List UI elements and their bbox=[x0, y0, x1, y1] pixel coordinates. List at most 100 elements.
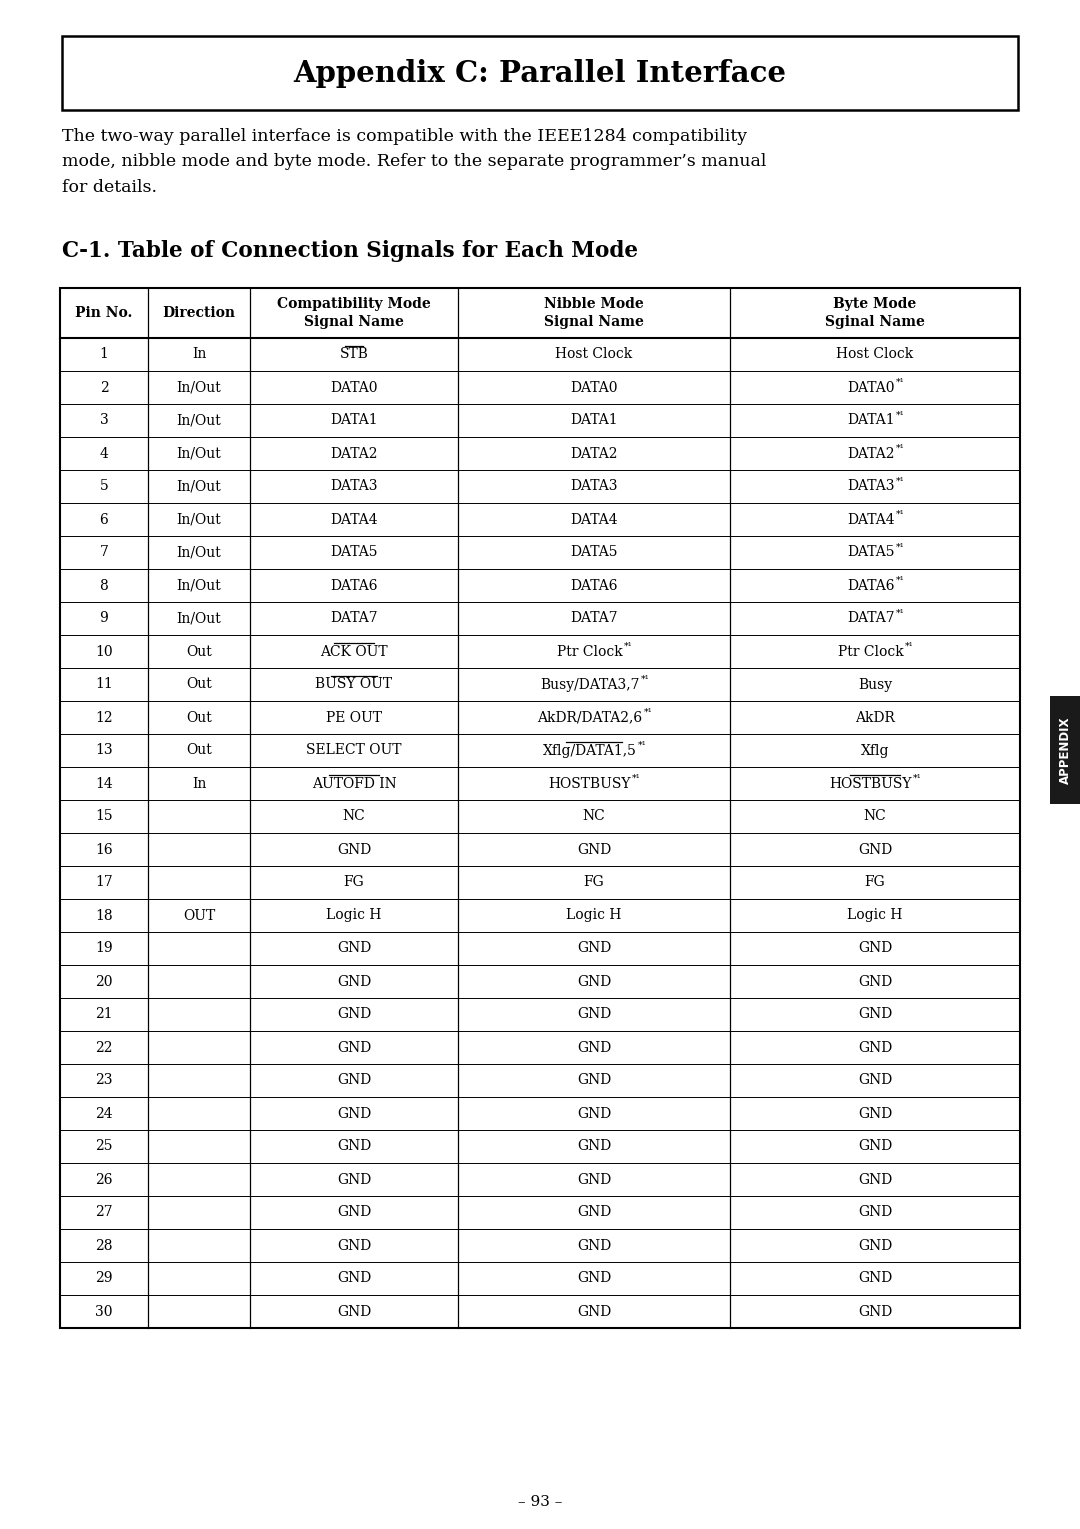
Text: APPENDIX: APPENDIX bbox=[1058, 716, 1071, 784]
Text: GND: GND bbox=[337, 1073, 372, 1087]
Text: In/Out: In/Out bbox=[177, 578, 221, 593]
Text: AkDR/DATA2,6: AkDR/DATA2,6 bbox=[538, 711, 643, 725]
Text: DATA7: DATA7 bbox=[851, 612, 899, 625]
Text: 21: 21 bbox=[95, 1008, 112, 1021]
Text: In/Out: In/Out bbox=[177, 381, 221, 394]
Text: Appendix C: Parallel Interface: Appendix C: Parallel Interface bbox=[294, 58, 786, 87]
Bar bbox=[1050, 696, 1080, 804]
Text: 15: 15 bbox=[95, 809, 112, 824]
Text: GND: GND bbox=[858, 1041, 892, 1055]
Text: 3: 3 bbox=[99, 413, 108, 428]
Text: 27: 27 bbox=[95, 1205, 112, 1220]
Text: NC: NC bbox=[864, 809, 887, 824]
Text: Busy/DATA3,7: Busy/DATA3,7 bbox=[540, 677, 639, 691]
Text: DATA5: DATA5 bbox=[847, 546, 894, 560]
Text: GND: GND bbox=[577, 1073, 611, 1087]
Text: DATA4: DATA4 bbox=[847, 512, 895, 526]
Text: GND: GND bbox=[577, 1173, 611, 1187]
Text: GND: GND bbox=[858, 1107, 892, 1121]
Text: DATA2: DATA2 bbox=[570, 446, 618, 460]
Text: GND: GND bbox=[858, 1073, 892, 1087]
Text: DATA3: DATA3 bbox=[570, 480, 618, 494]
Text: Logic H: Logic H bbox=[566, 908, 622, 922]
Text: In/Out: In/Out bbox=[177, 546, 221, 560]
Text: DATA7: DATA7 bbox=[570, 612, 618, 625]
Text: Busy: Busy bbox=[858, 677, 892, 691]
Text: GND: GND bbox=[337, 1008, 372, 1021]
Text: GND: GND bbox=[858, 1173, 892, 1187]
Text: DATA4: DATA4 bbox=[330, 512, 378, 526]
Text: *¹: *¹ bbox=[895, 443, 905, 453]
Text: FG: FG bbox=[583, 876, 605, 890]
Text: 26: 26 bbox=[95, 1173, 112, 1187]
Text: GND: GND bbox=[577, 1139, 611, 1153]
Text: Out: Out bbox=[186, 711, 212, 725]
Text: 7: 7 bbox=[99, 546, 108, 560]
Text: GND: GND bbox=[858, 1139, 892, 1153]
Text: DATA2: DATA2 bbox=[330, 446, 378, 460]
Text: FG: FG bbox=[865, 876, 886, 890]
Text: In/Out: In/Out bbox=[177, 413, 221, 428]
Text: NC: NC bbox=[342, 809, 365, 824]
Text: DATA5: DATA5 bbox=[330, 546, 378, 560]
Text: HOSTBUSY: HOSTBUSY bbox=[549, 777, 631, 790]
Text: 2: 2 bbox=[99, 381, 108, 394]
Text: Host Clock: Host Clock bbox=[555, 347, 633, 361]
Text: GND: GND bbox=[337, 1238, 372, 1252]
Text: GND: GND bbox=[337, 1272, 372, 1286]
Text: *¹: *¹ bbox=[895, 576, 905, 586]
Text: DATA0: DATA0 bbox=[330, 381, 378, 394]
Text: Xflg/DATA1,5: Xflg/DATA1,5 bbox=[548, 743, 640, 757]
Text: DATA7: DATA7 bbox=[330, 612, 378, 625]
Text: Host Clock: Host Clock bbox=[836, 347, 914, 361]
Text: DATA1: DATA1 bbox=[330, 413, 378, 428]
Text: DATA0: DATA0 bbox=[570, 381, 618, 394]
Text: HOSTBUSY: HOSTBUSY bbox=[834, 777, 916, 790]
Text: GND: GND bbox=[858, 1238, 892, 1252]
Text: GND: GND bbox=[337, 1041, 372, 1055]
Text: GND: GND bbox=[337, 974, 372, 989]
Text: AkDR/DATA2,6: AkDR/DATA2,6 bbox=[541, 711, 647, 725]
Text: GND: GND bbox=[577, 1238, 611, 1252]
Text: GND: GND bbox=[577, 1304, 611, 1318]
Text: GND: GND bbox=[337, 942, 372, 956]
Bar bbox=[62, 37, 1018, 110]
Text: 16: 16 bbox=[95, 842, 112, 856]
Text: In: In bbox=[192, 777, 206, 790]
Text: *¹: *¹ bbox=[624, 642, 633, 651]
Text: SELECT OUT: SELECT OUT bbox=[307, 743, 402, 757]
Text: DATA6: DATA6 bbox=[570, 578, 618, 593]
Text: DATA0: DATA0 bbox=[851, 381, 899, 394]
Text: GND: GND bbox=[577, 1041, 611, 1055]
Text: GND: GND bbox=[337, 1304, 372, 1318]
Text: DATA0: DATA0 bbox=[847, 381, 894, 394]
Text: 20: 20 bbox=[95, 974, 112, 989]
Text: Ptr Clock: Ptr Clock bbox=[842, 645, 908, 659]
Text: In/Out: In/Out bbox=[177, 612, 221, 625]
Text: Ptr Clock: Ptr Clock bbox=[562, 645, 626, 659]
Text: DATA3: DATA3 bbox=[330, 480, 378, 494]
Text: DATA5: DATA5 bbox=[851, 546, 899, 560]
Text: DATA6: DATA6 bbox=[847, 578, 894, 593]
Text: *¹: *¹ bbox=[632, 774, 642, 783]
Text: 19: 19 bbox=[95, 942, 112, 956]
Text: *¹: *¹ bbox=[895, 477, 905, 486]
Text: C-1. Table of Connection Signals for Each Mode: C-1. Table of Connection Signals for Eac… bbox=[62, 240, 638, 261]
Text: 11: 11 bbox=[95, 677, 113, 691]
Text: Out: Out bbox=[186, 645, 212, 659]
Text: GND: GND bbox=[337, 1173, 372, 1187]
Text: 28: 28 bbox=[95, 1238, 112, 1252]
Text: DATA2: DATA2 bbox=[851, 446, 899, 460]
Text: In/Out: In/Out bbox=[177, 512, 221, 526]
Text: *¹: *¹ bbox=[895, 511, 905, 518]
Text: DATA4: DATA4 bbox=[851, 512, 899, 526]
Text: The two-way parallel interface is compatible with the IEEE1284 compatibility
mod: The two-way parallel interface is compat… bbox=[62, 128, 767, 196]
Text: 30: 30 bbox=[95, 1304, 112, 1318]
Text: GND: GND bbox=[577, 1272, 611, 1286]
Text: GND: GND bbox=[858, 842, 892, 856]
Text: DATA1: DATA1 bbox=[847, 413, 895, 428]
Text: GND: GND bbox=[577, 1008, 611, 1021]
Text: DATA3: DATA3 bbox=[851, 480, 899, 494]
Text: 5: 5 bbox=[99, 480, 108, 494]
Text: Xflg/DATA1,5: Xflg/DATA1,5 bbox=[543, 743, 637, 757]
